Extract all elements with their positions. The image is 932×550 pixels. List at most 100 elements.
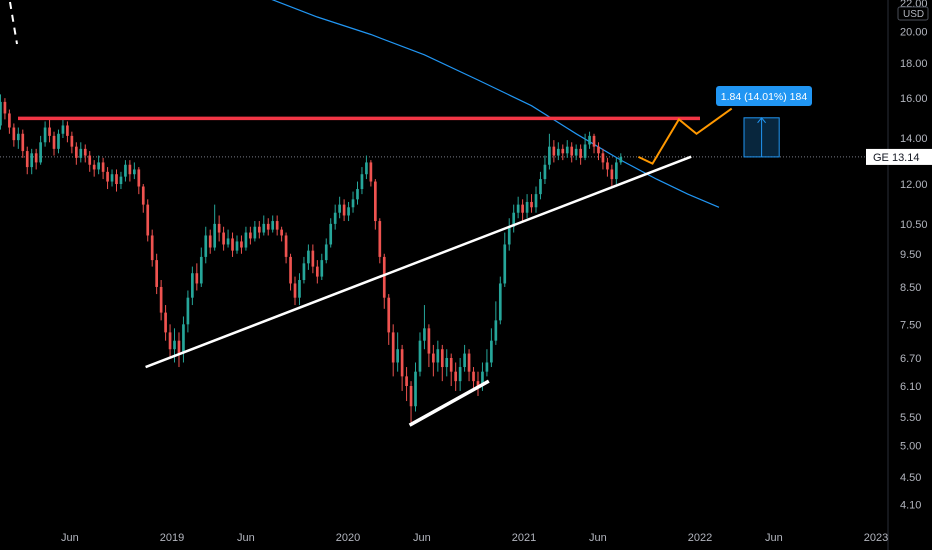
- candle[interactable]: [195, 273, 199, 284]
- candle[interactable]: [177, 340, 181, 354]
- candle[interactable]: [191, 273, 194, 298]
- candle[interactable]: [423, 328, 426, 341]
- candle[interactable]: [182, 324, 185, 354]
- candle[interactable]: [458, 367, 462, 382]
- candle[interactable]: [155, 260, 159, 287]
- candle[interactable]: [432, 353, 435, 363]
- candle[interactable]: [391, 332, 395, 363]
- candle[interactable]: [106, 171, 109, 182]
- candle[interactable]: [302, 263, 306, 281]
- candle[interactable]: [463, 353, 466, 368]
- candle[interactable]: [512, 212, 516, 227]
- candle[interactable]: [137, 169, 141, 187]
- candle[interactable]: [119, 176, 123, 185]
- candle[interactable]: [146, 204, 150, 236]
- candle[interactable]: [0, 101, 2, 126]
- candle[interactable]: [150, 235, 154, 261]
- candle[interactable]: [382, 256, 386, 298]
- candle[interactable]: [543, 164, 547, 180]
- candle[interactable]: [159, 286, 163, 313]
- plot-area[interactable]: 1.84 (14.01%) 184: [0, 0, 888, 427]
- candle[interactable]: [530, 201, 533, 208]
- candle[interactable]: [16, 133, 20, 141]
- candle[interactable]: [235, 241, 239, 251]
- candle[interactable]: [92, 164, 96, 170]
- candle[interactable]: [115, 174, 118, 185]
- candle[interactable]: [271, 221, 275, 230]
- candle[interactable]: [79, 148, 83, 158]
- candle[interactable]: [356, 189, 359, 200]
- candle[interactable]: [387, 297, 391, 333]
- candle[interactable]: [507, 226, 511, 245]
- candle[interactable]: [548, 146, 551, 165]
- candle[interactable]: [485, 362, 489, 372]
- candle[interactable]: [110, 174, 114, 182]
- candle[interactable]: [253, 226, 257, 239]
- candle[interactable]: [97, 162, 100, 170]
- candle[interactable]: [614, 162, 618, 180]
- candle[interactable]: [186, 297, 190, 325]
- candle[interactable]: [275, 221, 279, 230]
- candle[interactable]: [427, 328, 431, 354]
- candle[interactable]: [266, 223, 270, 230]
- candle[interactable]: [597, 146, 600, 154]
- candle[interactable]: [25, 151, 29, 168]
- candle[interactable]: [240, 241, 243, 248]
- candle[interactable]: [556, 148, 560, 156]
- candle[interactable]: [588, 135, 591, 145]
- candle[interactable]: [315, 266, 319, 277]
- projection-path[interactable]: [637, 107, 733, 165]
- candle[interactable]: [52, 135, 56, 149]
- candle[interactable]: [516, 204, 520, 213]
- bottom-support-line[interactable]: [408, 379, 490, 427]
- candle[interactable]: [552, 146, 556, 156]
- candle[interactable]: [12, 127, 16, 141]
- candle[interactable]: [579, 148, 582, 158]
- candle[interactable]: [311, 250, 315, 267]
- candle[interactable]: [606, 162, 609, 170]
- candle[interactable]: [396, 349, 399, 363]
- candle[interactable]: [213, 223, 217, 248]
- candle[interactable]: [101, 162, 105, 172]
- moving-average-line[interactable]: [0, 0, 720, 208]
- candle[interactable]: [374, 181, 377, 222]
- candle[interactable]: [43, 127, 47, 143]
- candle[interactable]: [365, 162, 368, 175]
- candle[interactable]: [244, 232, 248, 248]
- candle[interactable]: [592, 135, 596, 147]
- candle[interactable]: [329, 223, 333, 245]
- candle[interactable]: [30, 153, 34, 168]
- candle[interactable]: [208, 235, 212, 248]
- candle[interactable]: [414, 371, 417, 407]
- candle[interactable]: [338, 204, 341, 213]
- candle[interactable]: [307, 250, 310, 264]
- time-axis[interactable]: Jun 2019 Jun 2020 Jun 2021 Jun 2022 Jun 2023: [61, 532, 888, 544]
- candle[interactable]: [467, 353, 471, 372]
- candle[interactable]: [534, 194, 538, 208]
- candle[interactable]: [472, 371, 475, 382]
- candle[interactable]: [570, 146, 574, 156]
- price-axis[interactable]: 4.10 4.50 5.00 5.50 6.10 6.70 7.50 8.50 9.50 10.5…: [866, 0, 932, 550]
- candle[interactable]: [503, 244, 507, 284]
- support-trendline[interactable]: [145, 155, 692, 369]
- candle[interactable]: [39, 142, 42, 163]
- candle[interactable]: [262, 223, 266, 233]
- candle[interactable]: [61, 125, 65, 134]
- candle[interactable]: [204, 235, 208, 257]
- candle[interactable]: [249, 232, 252, 239]
- candle[interactable]: [342, 204, 346, 216]
- candle[interactable]: [445, 357, 449, 368]
- candle[interactable]: [128, 164, 132, 175]
- candle[interactable]: [217, 223, 221, 233]
- candle[interactable]: [257, 226, 261, 233]
- candle[interactable]: [199, 256, 203, 284]
- candle[interactable]: [124, 164, 127, 177]
- candle[interactable]: [360, 174, 364, 190]
- candle[interactable]: [164, 312, 167, 333]
- candle[interactable]: [565, 146, 569, 154]
- candle[interactable]: [454, 371, 458, 382]
- candle[interactable]: [583, 144, 587, 158]
- candle[interactable]: [619, 156, 623, 163]
- candle[interactable]: [525, 201, 529, 213]
- candle[interactable]: [289, 256, 292, 284]
